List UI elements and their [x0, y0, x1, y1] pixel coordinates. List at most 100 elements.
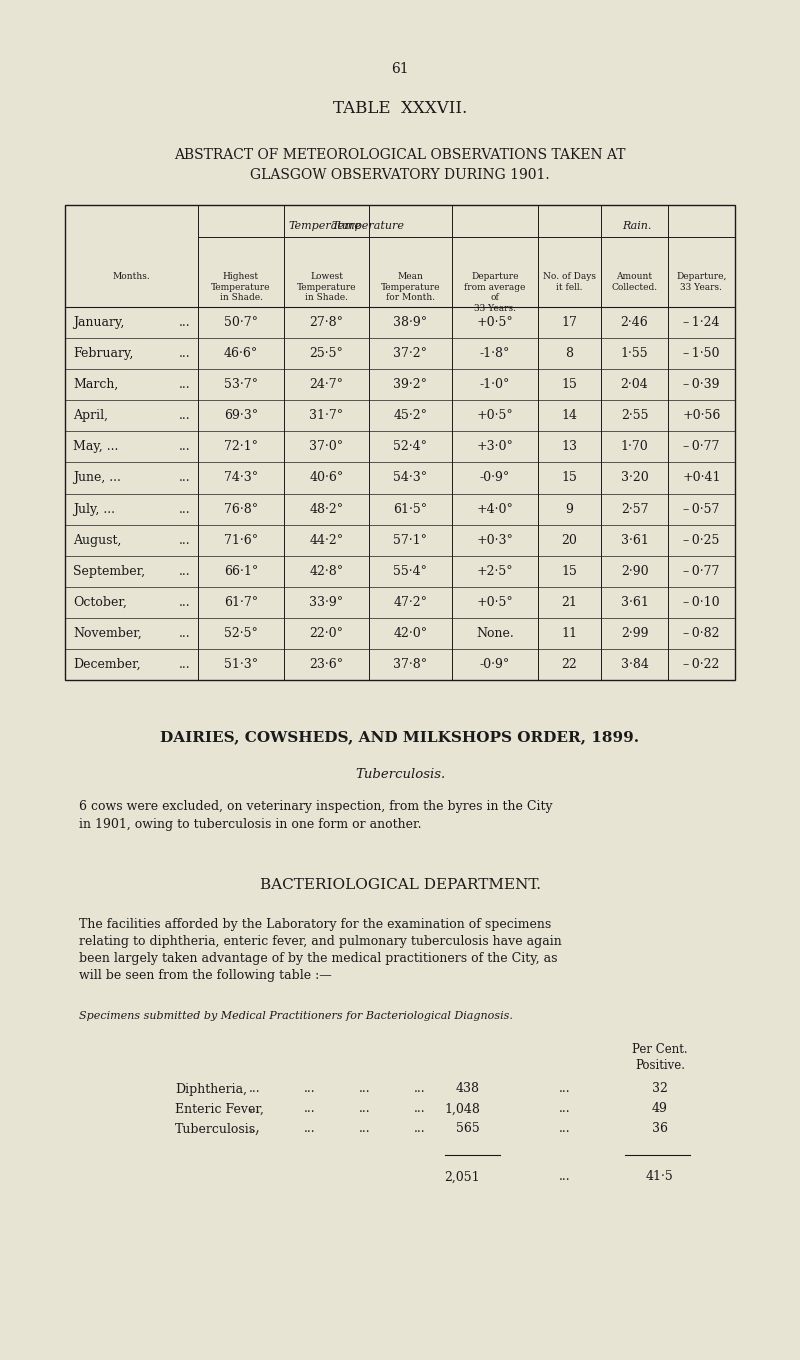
Text: +0·3°: +0·3°	[477, 533, 514, 547]
Text: 52·4°: 52·4°	[394, 441, 427, 453]
Text: -0·9°: -0·9°	[480, 658, 510, 670]
Text: 1·70: 1·70	[621, 441, 648, 453]
Text: 38·9°: 38·9°	[394, 316, 427, 329]
Text: February,: February,	[73, 347, 134, 360]
Text: ...: ...	[559, 1122, 571, 1136]
Text: 15: 15	[562, 472, 578, 484]
Text: +0·5°: +0·5°	[477, 409, 514, 423]
Text: +0·5°: +0·5°	[477, 596, 514, 609]
Text: ...: ...	[304, 1103, 316, 1115]
Text: Temperature: Temperature	[289, 220, 362, 231]
Text: – 0·57: – 0·57	[683, 503, 720, 515]
Text: Departure,
33 Years.: Departure, 33 Years.	[676, 272, 726, 292]
Text: ...: ...	[178, 378, 190, 392]
Text: Highest
Temperature
in Shade.: Highest Temperature in Shade.	[211, 272, 270, 302]
Text: Rain.: Rain.	[622, 220, 651, 231]
Text: 51·3°: 51·3°	[224, 658, 258, 670]
Text: 49: 49	[652, 1103, 668, 1115]
Text: – 0·10: – 0·10	[683, 596, 720, 609]
Text: BACTERIOLOGICAL DEPARTMENT.: BACTERIOLOGICAL DEPARTMENT.	[259, 879, 541, 892]
Text: relating to diphtheria, enteric fever, and pulmonary tuberculosis have again: relating to diphtheria, enteric fever, a…	[79, 936, 562, 948]
Text: – 0·77: – 0·77	[683, 564, 720, 578]
Text: 3·20: 3·20	[621, 472, 648, 484]
Text: 61·5°: 61·5°	[394, 503, 427, 515]
Text: ...: ...	[178, 347, 190, 360]
Text: None.: None.	[476, 627, 514, 639]
Text: 20: 20	[562, 533, 578, 547]
Text: 45·2°: 45·2°	[394, 409, 427, 423]
Text: April,: April,	[73, 409, 108, 423]
Text: November,: November,	[73, 627, 142, 639]
Text: 1,048: 1,048	[444, 1103, 480, 1115]
Text: 47·2°: 47·2°	[394, 596, 427, 609]
Text: 74·3°: 74·3°	[224, 472, 258, 484]
Text: – 0·22: – 0·22	[683, 658, 720, 670]
Text: 2·55: 2·55	[621, 409, 648, 423]
Text: DAIRIES, COWSHEDS, AND MILKSHOPS ORDER, 1899.: DAIRIES, COWSHEDS, AND MILKSHOPS ORDER, …	[161, 730, 639, 744]
Text: Amount
Collected.: Amount Collected.	[611, 272, 658, 292]
Text: Lowest
Temperature
in Shade.: Lowest Temperature in Shade.	[297, 272, 356, 302]
Text: Departure
from average
of
33 Years.: Departure from average of 33 Years.	[464, 272, 526, 313]
Text: 48·2°: 48·2°	[310, 503, 343, 515]
Text: 52·5°: 52·5°	[224, 627, 258, 639]
Text: ...: ...	[178, 564, 190, 578]
Text: ...: ...	[414, 1122, 426, 1136]
Text: Months.: Months.	[113, 272, 150, 282]
Text: 2·99: 2·99	[621, 627, 648, 639]
Text: September,: September,	[73, 564, 145, 578]
Text: 2·46: 2·46	[621, 316, 648, 329]
Text: +0·41: +0·41	[682, 472, 721, 484]
Text: 23·6°: 23·6°	[310, 658, 343, 670]
Text: +0·5°: +0·5°	[477, 316, 514, 329]
Text: 9: 9	[566, 503, 574, 515]
Text: ...: ...	[359, 1083, 371, 1096]
Text: 61·7°: 61·7°	[224, 596, 258, 609]
Text: +4·0°: +4·0°	[477, 503, 514, 515]
Text: 14: 14	[562, 409, 578, 423]
Text: Specimens submitted by Medical Practitioners for Bacteriological Diagnosis.: Specimens submitted by Medical Practitio…	[79, 1010, 513, 1021]
Text: Tuberculosis.: Tuberculosis.	[355, 768, 445, 781]
Text: -1·8°: -1·8°	[480, 347, 510, 360]
Text: Enteric Fever,: Enteric Fever,	[175, 1103, 264, 1115]
Text: +2·5°: +2·5°	[477, 564, 514, 578]
Text: Per Cent.
Positive.: Per Cent. Positive.	[632, 1043, 688, 1072]
Text: 21: 21	[562, 596, 578, 609]
Text: 69·3°: 69·3°	[224, 409, 258, 423]
Text: 42·8°: 42·8°	[310, 564, 343, 578]
Text: +3·0°: +3·0°	[477, 441, 514, 453]
Text: 33·9°: 33·9°	[310, 596, 343, 609]
Text: 15: 15	[562, 378, 578, 392]
Text: 25·5°: 25·5°	[310, 347, 343, 360]
Text: March,: March,	[73, 378, 118, 392]
Text: 42·0°: 42·0°	[394, 627, 427, 639]
Text: 40·6°: 40·6°	[310, 472, 344, 484]
Text: 66·1°: 66·1°	[224, 564, 258, 578]
Text: October,: October,	[73, 596, 127, 609]
Text: 36: 36	[652, 1122, 668, 1136]
Text: 2,051: 2,051	[444, 1171, 480, 1183]
Text: ...: ...	[559, 1171, 571, 1183]
Text: 2·04: 2·04	[621, 378, 648, 392]
Text: -1·0°: -1·0°	[480, 378, 510, 392]
Text: 46·6°: 46·6°	[224, 347, 258, 360]
Text: May, ...: May, ...	[73, 441, 118, 453]
Text: 438: 438	[456, 1083, 480, 1096]
Text: – 0·77: – 0·77	[683, 441, 720, 453]
Text: ...: ...	[178, 533, 190, 547]
Text: 8: 8	[566, 347, 574, 360]
Text: 565: 565	[456, 1122, 480, 1136]
Text: 57·1°: 57·1°	[394, 533, 427, 547]
Text: ABSTRACT OF METEOROLOGICAL OBSERVATIONS TAKEN AT: ABSTRACT OF METEOROLOGICAL OBSERVATIONS …	[174, 148, 626, 162]
Text: 22·0°: 22·0°	[310, 627, 343, 639]
Text: – 1·50: – 1·50	[683, 347, 720, 360]
Bar	[65, 205, 735, 680]
Text: – 1·24: – 1·24	[683, 316, 720, 329]
Text: 37·0°: 37·0°	[310, 441, 343, 453]
Text: +0·56: +0·56	[682, 409, 721, 423]
Text: 37·2°: 37·2°	[394, 347, 427, 360]
Text: – 0·39: – 0·39	[683, 378, 720, 392]
Text: 2·90: 2·90	[621, 564, 648, 578]
Text: 27·8°: 27·8°	[310, 316, 343, 329]
Text: 41·5: 41·5	[646, 1171, 674, 1183]
Text: 44·2°: 44·2°	[310, 533, 343, 547]
